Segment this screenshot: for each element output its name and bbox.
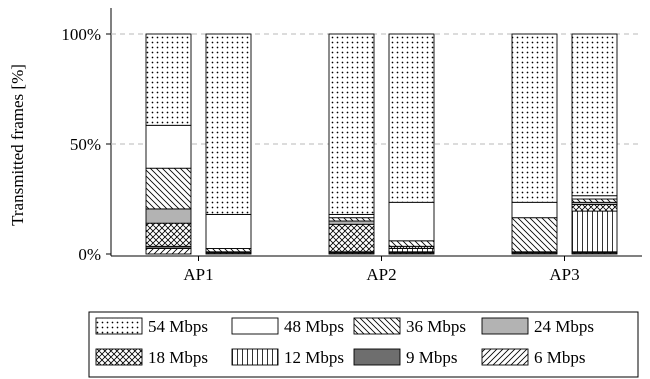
legend-label: 18 Mbps xyxy=(148,348,208,367)
bar-segment-ap3-2-18-mbps xyxy=(571,204,618,212)
legend-label: 48 Mbps xyxy=(284,317,344,336)
bar-segment-ap2-2-36-mbps xyxy=(388,240,435,247)
legend-item-36-mbps: 36 Mbps xyxy=(353,317,466,336)
bar-segment-ap1-1-48-mbps xyxy=(145,124,192,169)
bar-segment-ap2-1-54-mbps xyxy=(328,33,375,215)
legend-label: 54 Mbps xyxy=(148,317,208,336)
bar-segment-ap1-1-24-mbps xyxy=(145,208,192,224)
legend-item-6-mbps: 6 Mbps xyxy=(481,348,585,367)
legend-swatch xyxy=(481,317,529,335)
legend-swatch xyxy=(231,348,279,366)
legend-label: 12 Mbps xyxy=(284,348,344,367)
legend-item-9-mbps: 9 Mbps xyxy=(353,348,457,367)
legend-item-12-mbps: 12 Mbps xyxy=(231,348,344,367)
bar-segment-ap2-2-54-mbps xyxy=(388,33,435,203)
legend: 54 Mbps 48 Mbps 36 Mbps 24 Mbps 18 Mbps 12 Mb… xyxy=(95,317,594,367)
bar-segment-ap2-2-48-mbps xyxy=(388,201,435,242)
legend-swatch xyxy=(353,317,401,335)
bar-segment-ap1-1-6-mbps xyxy=(145,248,192,255)
axis-ticks: 0% 50% 100% AP1 AP2 AP3 xyxy=(61,25,579,284)
bar-segment-ap3-1-36-mbps xyxy=(511,217,558,253)
bar-segment-ap3-1-54-mbps xyxy=(511,33,558,203)
legend-swatch xyxy=(353,348,401,366)
legend-swatch xyxy=(231,317,279,335)
bar-segment-ap2-1-36-mbps xyxy=(328,217,375,222)
legend-swatch xyxy=(95,317,143,335)
legend-item-18-mbps: 18 Mbps xyxy=(95,348,208,367)
bar-segment-ap2-2-12-mbps xyxy=(388,248,435,253)
bar-segment-ap1-2-48-mbps xyxy=(205,213,252,249)
bar-segment-ap1-1-54-mbps xyxy=(145,33,192,126)
y-axis-label: Transmitted frames [%] xyxy=(8,64,27,226)
bar-segment-ap2-1-24-mbps xyxy=(328,220,375,225)
bar-segment-ap1-1-18-mbps xyxy=(145,222,192,247)
legend-label: 6 Mbps xyxy=(534,348,585,367)
bar-segment-ap1-1-36-mbps xyxy=(145,167,192,210)
x-tick-label-ap3: AP3 xyxy=(549,265,579,284)
legend-label: 24 Mbps xyxy=(534,317,594,336)
bar-segment-ap3-2-12-mbps xyxy=(571,210,618,253)
bar-segment-ap3-2-54-mbps xyxy=(571,33,618,197)
bar-segment-ap1-2-54-mbps xyxy=(205,33,252,215)
legend-label: 9 Mbps xyxy=(406,348,457,367)
x-tick-label-ap2: AP2 xyxy=(366,265,396,284)
bar-segment-ap2-1-48-mbps xyxy=(328,213,375,219)
legend-item-24-mbps: 24 Mbps xyxy=(481,317,594,336)
bar-segment-ap1-2-36-mbps xyxy=(205,248,252,253)
legend-swatch xyxy=(95,348,143,366)
bar-segment-ap3-1-48-mbps xyxy=(511,201,558,219)
bars xyxy=(145,33,618,255)
legend-item-54-mbps: 54 Mbps xyxy=(95,317,208,336)
legend-swatch xyxy=(481,348,529,366)
y-tick-label: 100% xyxy=(61,25,101,44)
bar-segment-ap3-2-48-mbps xyxy=(571,195,618,200)
bar-segment-ap2-1-18-mbps xyxy=(328,223,375,253)
y-tick-label: 0% xyxy=(78,245,101,264)
y-tick-label: 50% xyxy=(70,135,101,154)
legend-item-48-mbps: 48 Mbps xyxy=(231,317,344,336)
x-tick-label-ap1: AP1 xyxy=(183,265,213,284)
legend-label: 36 Mbps xyxy=(406,317,466,336)
bar-segment-ap3-2-36-mbps xyxy=(571,198,618,203)
